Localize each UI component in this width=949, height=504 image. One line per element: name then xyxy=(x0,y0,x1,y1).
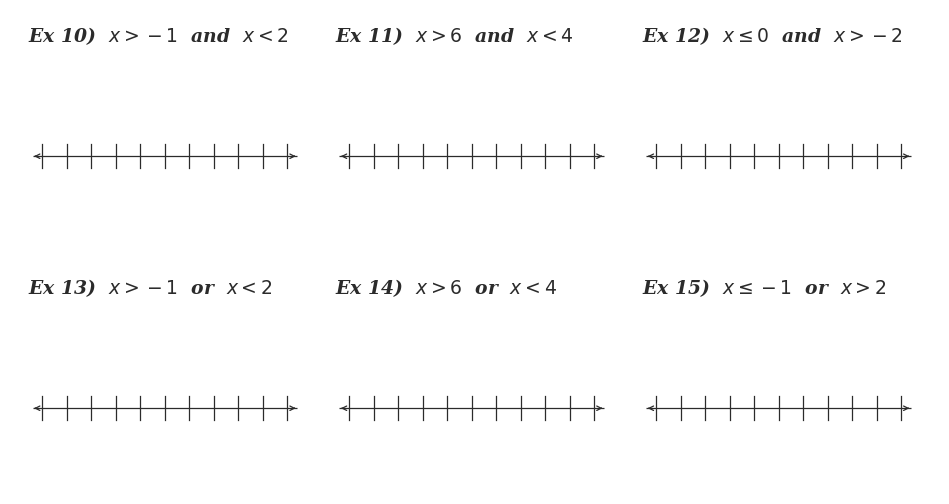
Text: Ex 12)  $x \leq 0$  and  $x > -2$: Ex 12) $x \leq 0$ and $x > -2$ xyxy=(642,25,902,47)
Text: Ex 13)  $x > -1$  or  $x < 2$: Ex 13) $x > -1$ or $x < 2$ xyxy=(28,277,272,299)
Text: Ex 15)  $x \leq -1$  or  $x > 2$: Ex 15) $x \leq -1$ or $x > 2$ xyxy=(642,277,886,299)
Text: Ex 11)  $x > 6$  and  $x < 4$: Ex 11) $x > 6$ and $x < 4$ xyxy=(335,25,574,47)
Text: Ex 14)  $x > 6$  or  $x < 4$: Ex 14) $x > 6$ or $x < 4$ xyxy=(335,277,557,299)
Text: Ex 10)  $x > -1$  and  $x < 2$: Ex 10) $x > -1$ and $x < 2$ xyxy=(28,25,289,47)
